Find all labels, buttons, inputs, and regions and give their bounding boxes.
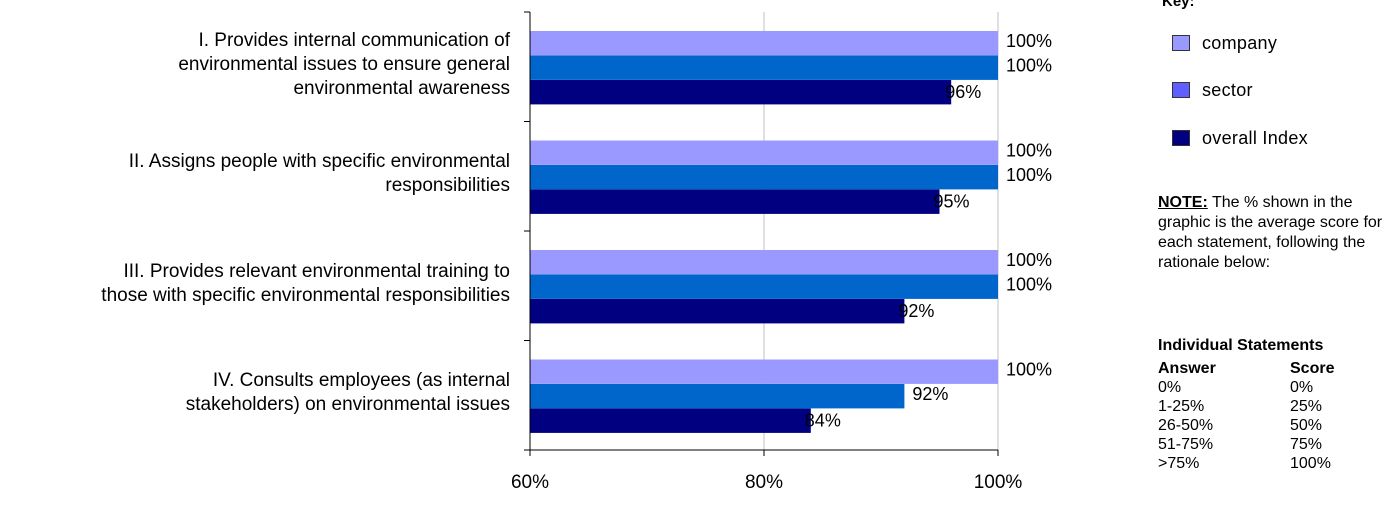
score-cell: 25% xyxy=(1290,398,1323,415)
data-label: 92% xyxy=(898,301,934,321)
score-table: Answer Score 0% 0% 1-25% 25% 26-50% 50% 51-… xyxy=(1158,359,1380,473)
category-label-line: environmental awareness xyxy=(293,77,510,99)
bar-overall-index xyxy=(530,189,940,214)
category-label: IV. Consults employees (as internal stake… xyxy=(0,369,510,417)
bar-company xyxy=(530,359,998,384)
table-row: 1-25% 25% xyxy=(1158,397,1380,416)
legend-label-company: company xyxy=(1202,32,1278,53)
answer-cell: 26-50% xyxy=(1158,417,1214,434)
header-score: Score xyxy=(1290,359,1335,377)
data-label: 100% xyxy=(1006,360,1052,380)
legend-label-sector: sector xyxy=(1202,79,1253,100)
category-label-line: environmental issues to ensure general xyxy=(178,53,510,75)
bar-company xyxy=(530,250,998,275)
x-tick-label: 80% xyxy=(745,472,783,493)
data-label: 95% xyxy=(934,192,970,212)
answer-cell: 0% xyxy=(1158,379,1182,396)
table-row: 0% 0% xyxy=(1158,378,1380,397)
bar-sector xyxy=(530,384,905,409)
bar-company xyxy=(530,140,998,165)
legend-item-sector: sector xyxy=(1172,79,1253,101)
data-label: 96% xyxy=(945,82,981,102)
answer-cell: 1-25% xyxy=(1158,398,1205,415)
category-label: III. Provides relevant environmental tra… xyxy=(0,260,510,308)
table-row: 26-50% 50% xyxy=(1158,416,1380,435)
category-label-line: stakeholders) on environmental issues xyxy=(185,394,510,416)
note-label: NOTE: xyxy=(1158,194,1208,211)
legend-label-overall-index: overall Index xyxy=(1202,127,1308,148)
category-label-line: responsibilities xyxy=(385,175,510,197)
bar-sector xyxy=(530,55,998,80)
x-tick-label: 60% xyxy=(511,472,549,493)
table-row: 51-75% 75% xyxy=(1158,435,1380,454)
data-label: 92% xyxy=(912,384,948,404)
header-answer: Answer xyxy=(1158,359,1216,377)
legend-swatch-company xyxy=(1172,35,1190,51)
score-cell: 50% xyxy=(1290,417,1323,434)
answer-cell: 51-75% xyxy=(1158,436,1214,453)
data-label: 100% xyxy=(1006,250,1052,270)
category-label-line: I. Provides internal communication of xyxy=(198,29,510,51)
score-cell: 100% xyxy=(1290,455,1331,472)
answer-cell: >75% xyxy=(1158,455,1200,472)
legend-title: Key: xyxy=(1162,0,1195,10)
data-label: 100% xyxy=(1006,141,1052,161)
score-cell: 75% xyxy=(1290,436,1323,453)
table-row: >75% 100% xyxy=(1158,454,1380,473)
score-cell: 0% xyxy=(1290,379,1314,396)
category-label-line: those with specific environmental respon… xyxy=(101,284,510,306)
legend-swatch-overall-index xyxy=(1172,130,1190,146)
note-text: The % shown in the graphic is the averag… xyxy=(1158,194,1383,271)
category-label-line: III. Provides relevant environmental tra… xyxy=(123,260,510,282)
legend-item-overall-index: overall Index xyxy=(1172,127,1308,149)
bar-overall-index xyxy=(530,80,952,105)
data-label: 100% xyxy=(1006,31,1052,51)
bar-sector xyxy=(530,165,998,190)
category-label: I. Provides internal communication of env… xyxy=(0,29,510,101)
legend-swatch-sector xyxy=(1172,82,1190,98)
data-label: 100% xyxy=(1006,165,1052,185)
score-table-title: Individual Statements xyxy=(1158,337,1324,354)
category-label-line: II. Assigns people with specific environ… xyxy=(128,151,510,173)
legend-item-company: company xyxy=(1172,32,1277,54)
category-label: II. Assigns people with specific environ… xyxy=(0,150,510,198)
score-table-header: Answer Score xyxy=(1158,359,1380,378)
data-label: 100% xyxy=(1006,56,1052,76)
category-label-line: IV. Consults employees (as internal xyxy=(212,370,510,392)
bar-overall-index xyxy=(530,408,811,433)
x-tick-label: 100% xyxy=(974,472,1023,493)
note: NOTE: The % shown in the graphic is the … xyxy=(1158,193,1384,273)
data-label: 84% xyxy=(805,411,841,431)
bar-sector xyxy=(530,274,998,299)
bar-company xyxy=(530,31,998,56)
data-label: 100% xyxy=(1006,275,1052,295)
bar-overall-index xyxy=(530,299,905,324)
